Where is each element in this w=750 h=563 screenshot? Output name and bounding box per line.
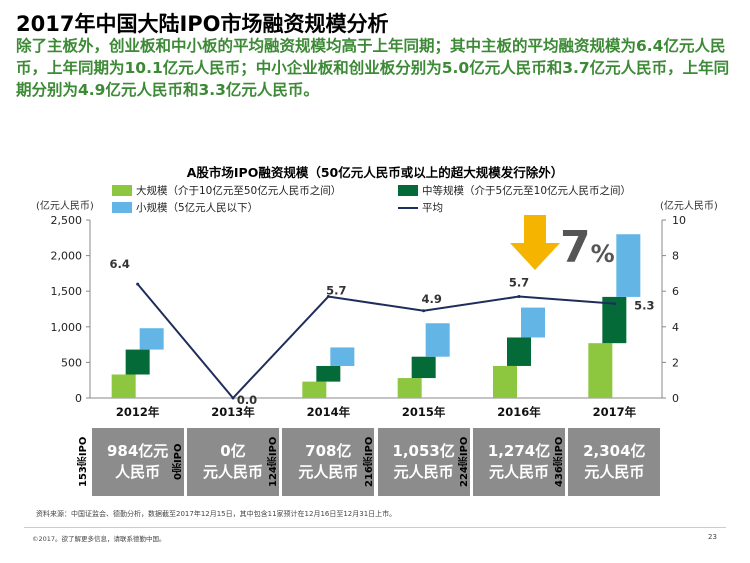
bar-small — [425, 323, 450, 357]
ipo-count: 0宗IPO — [173, 443, 184, 481]
x-tick-label: 2017年 — [593, 405, 637, 419]
average-data-label: 5.7 — [326, 284, 346, 298]
x-tick-label: 2015年 — [402, 405, 446, 419]
y-tick-label-left: 1,500 — [51, 285, 83, 298]
bar-large — [302, 381, 327, 398]
bar-medium — [411, 356, 436, 379]
legend-label-average: 平均 — [422, 202, 443, 214]
total-amount: 0亿 — [220, 442, 246, 460]
y-tick-label-right: 2 — [672, 356, 679, 369]
y-tick-label-right: 8 — [672, 250, 679, 263]
total-box: 2,304亿 元人民币 — [568, 428, 661, 496]
legend-label-small: 小规模（5亿元人民以下） — [136, 202, 259, 214]
page-number: 23 — [708, 533, 717, 541]
legend-swatch-medium — [398, 185, 418, 196]
x-tick-label: 2012年 — [116, 405, 160, 419]
down-arrow-icon — [510, 215, 560, 270]
bar-small — [616, 234, 641, 297]
bar-small — [521, 307, 545, 338]
ipo-count: 224宗IPO — [459, 436, 470, 488]
total-amount: 1,053亿 — [392, 442, 455, 460]
total-unit: 元人民币 — [584, 463, 645, 481]
page-subtitle: 除了主板外，创业板和中小板的平均融资规模均高于上年同期；其中主板的平均融资规模为… — [16, 37, 730, 99]
y-tick-label-left: 0 — [75, 392, 82, 405]
ipo-count: 153宗IPO — [77, 436, 89, 488]
legend-label-medium: 中等规模（介于5亿元至10亿元人民币之间） — [422, 185, 632, 197]
y-tick-label-left: 2,000 — [51, 250, 83, 263]
total-amount: 2,304亿 — [583, 442, 646, 460]
average-data-label: 5.3 — [634, 299, 654, 313]
bar-medium — [507, 337, 531, 366]
average-point — [231, 396, 235, 400]
x-tick-label: 2013年 — [211, 405, 255, 419]
y-tick-label-right: 0 — [672, 392, 679, 405]
bar-large — [493, 365, 517, 398]
legend-item-medium: 中等规模（介于5亿元至10亿元人民币之间） — [398, 183, 631, 198]
average-point — [136, 282, 140, 286]
y-tick-label-right: 10 — [672, 214, 686, 227]
average-point — [517, 295, 521, 299]
ipo-count: 216宗IPO — [363, 436, 375, 488]
bar-small — [330, 347, 355, 366]
footer-divider — [24, 527, 726, 528]
y-tick-label-right: 6 — [672, 285, 679, 298]
average-line — [136, 283, 615, 400]
growth-annotation: 7% — [560, 222, 615, 273]
total-amount: 1,274亿 — [487, 442, 551, 460]
average-point — [612, 302, 616, 306]
legend-item-small: 小规模（5亿元人民以下） — [112, 200, 258, 215]
total-unit: 元人民币 — [202, 463, 263, 481]
legend-item-large: 大规模（介于10亿元至50亿元人民币之间） — [112, 183, 341, 198]
y-tick-label-right: 4 — [672, 321, 679, 334]
y-axis-left-unit: (亿元人民币) — [36, 201, 94, 212]
total-amount: 984亿元 — [107, 442, 169, 460]
average-data-label: 6.4 — [109, 257, 129, 271]
bar-large — [111, 374, 136, 398]
bar-medium — [125, 349, 150, 375]
total-box: 0亿元人民币 — [187, 428, 279, 496]
bar-large — [588, 343, 613, 398]
total-amount: 708亿 — [305, 442, 352, 460]
total-box: 1,053亿 元人民币 — [377, 428, 470, 496]
source-note: 资料来源：中国证监会、德勤分析，数据截至2017年12月15日，其中包含11家预… — [36, 510, 397, 518]
y-axis-right-unit: (亿元人民币) — [660, 201, 718, 212]
total-unit: 元人民币 — [488, 463, 549, 481]
average-data-label: 4.9 — [421, 292, 441, 306]
legend-swatch-small — [112, 202, 132, 213]
total-unit: 人民币 — [115, 463, 161, 481]
legend-label-large: 大规模（介于10亿元至50亿元人民币之间） — [136, 185, 342, 197]
ipo-count: 436宗IPO — [554, 436, 566, 488]
bar-large — [397, 378, 422, 398]
copyright: ©2017。欲了解更多信息，请联系德勤中国。 — [32, 535, 166, 543]
ipo-count: 124宗IPO — [268, 436, 280, 488]
chart-title: A股市场IPO融资规模（50亿元人民币或以上的超大规模发行除外） — [186, 165, 564, 180]
average-point — [326, 295, 330, 299]
total-unit: 元人民币 — [298, 463, 359, 481]
x-tick-label: 2014年 — [307, 405, 351, 419]
average-data-label: 0.0 — [237, 393, 257, 407]
average-data-label: 5.7 — [509, 276, 529, 290]
growth-value: 7 — [560, 222, 591, 273]
total-box: 708亿元人民币 — [282, 428, 375, 496]
chart-plot: 0 0 500 2 1,000 4 1,500 6 2,000 8 2,500 10 2012年 2013… — [51, 214, 687, 419]
growth-suffix: % — [590, 240, 615, 268]
y-tick-label-left: 1,000 — [51, 321, 83, 334]
legend-swatch-average — [398, 206, 418, 209]
bar-medium — [316, 365, 341, 382]
legend-item-average: 平均 — [398, 200, 443, 215]
x-tick-label: 2016年 — [497, 405, 541, 419]
total-unit: 元人民币 — [393, 463, 454, 481]
page-title: 2017年中国大陆IPO市场融资规模分析 — [16, 12, 389, 36]
y-tick-label-left: 500 — [61, 356, 82, 369]
average-point — [422, 309, 426, 313]
total-box: 1,274亿 元人民币 — [473, 428, 565, 496]
bar-small — [139, 328, 164, 350]
y-tick-label-left: 2,500 — [51, 214, 83, 227]
legend-swatch-large — [112, 185, 132, 196]
total-box: 984亿元人民币 — [91, 428, 184, 496]
